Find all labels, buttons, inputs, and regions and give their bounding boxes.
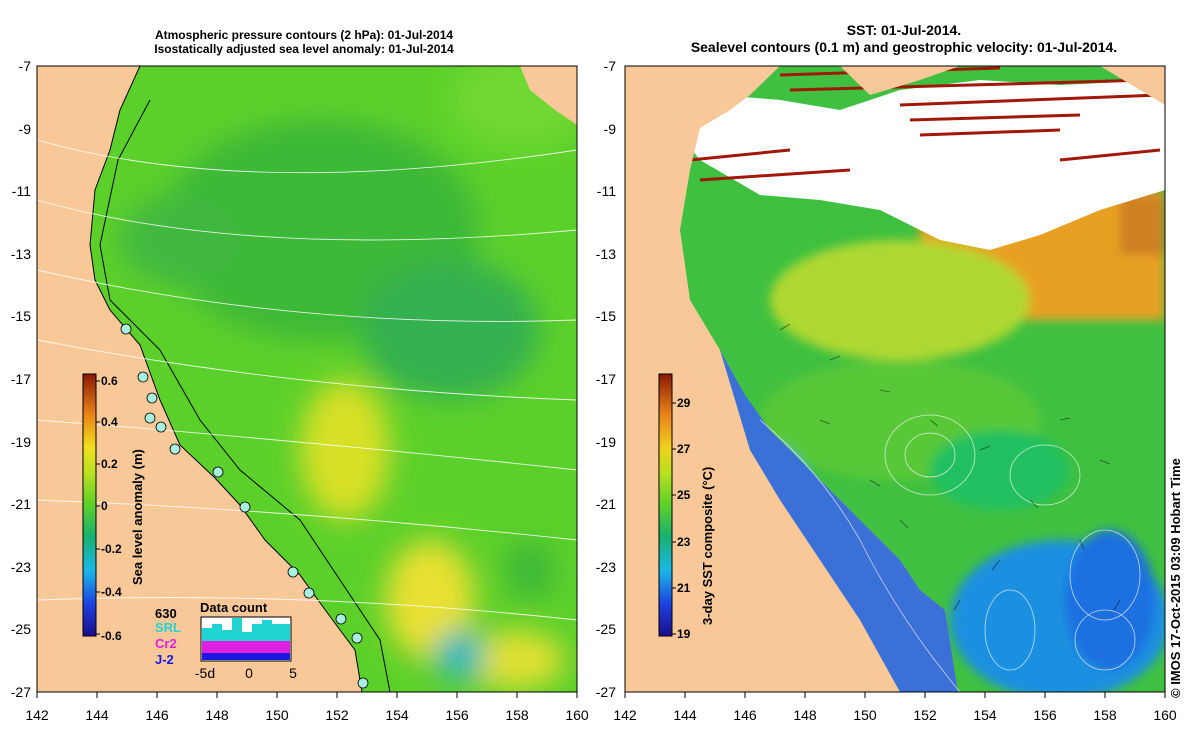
right-lon-tick: 142 [613,707,637,723]
right-lon-tick: 148 [793,707,817,723]
sst-cb-label: 3-day SST composite (°C) [700,467,715,625]
right-lon-tick: 152 [913,707,937,723]
left-lon-tick: 160 [565,707,589,723]
left-lon-tick: 142 [25,707,49,723]
left-lat-tick: -25 [11,621,31,637]
sla-cb-tick: 0.2 [101,457,118,471]
left-lat-tick: -11 [12,183,31,199]
png-land [520,66,577,125]
left-lon-tick: 146 [145,707,169,723]
sst-cb-tick: 19 [677,627,691,641]
sla-cb-tick: 0 [101,499,108,513]
axis-ticks [36,692,1166,698]
left-lat-tick: -13 [11,246,31,262]
left-lon-tick: 152 [325,707,349,723]
left-lat-tick: -17 [11,371,31,387]
left-lon-tick: 150 [265,707,289,723]
left-lat-labels: -7 -9 -11 -13 -15 -17 -19 -21 -23 -25 -2… [11,58,31,700]
left-lon-tick: 144 [85,707,109,723]
sla-map [37,66,577,692]
australia-land [37,66,362,692]
left-lat-tick: -19 [11,434,31,450]
left-lon-tick: 158 [505,707,529,723]
left-title-line1: Atmospheric pressure contours (2 hPa): 0… [154,28,454,42]
left-title: Atmospheric pressure contours (2 hPa): 0… [0,28,608,56]
sst-cb-tick: 25 [677,488,691,502]
velocity-arrows [779,323,1121,611]
tide-gauge-markers [120,323,369,689]
right-lat-tick: -15 [596,308,616,324]
right-title-line1: SST: 01-Jul-2014. [846,22,962,38]
left-lat-tick: -7 [19,58,32,74]
sst-colorbar: 29 27 25 23 21 19 3-day SST composite (°… [658,373,715,641]
data-count-bars [202,618,290,660]
left-lon-labels: 142 144 146 148 150 152 154 156 158 160 [25,707,589,723]
left-lat-tick: -27 [11,684,31,700]
right-lon-tick: 154 [973,707,997,723]
sla-cb-tick: -0.6 [101,629,122,643]
no-data-cloud [660,80,1165,250]
left-lat-tick: -9 [19,121,32,137]
right-lat-tick: -23 [596,559,616,575]
sat-cr2: Cr2 [155,636,177,651]
left-lon-tick: 148 [205,707,229,723]
sla-anomaly-field [120,66,577,690]
right-lat-labels: -7 -9 -11 -13 -15 -17 -19 -21 -23 -25 -2… [596,58,616,700]
right-lat-tick: -13 [596,246,616,262]
left-title-line2: Isostatically adjusted sea level anomaly… [154,42,454,56]
sla-cb-tick: 0.6 [101,374,118,388]
sat-j2: J-2 [155,652,174,667]
sla-cb-tick: 0.4 [101,415,118,429]
right-lat-tick: -11 [597,183,616,199]
data-count-title: Data count [200,600,268,615]
left-lon-tick: 156 [445,707,469,723]
sst-cb-tick: 23 [677,535,691,549]
sla-cb-tick: -0.4 [101,585,122,599]
sat-630: 630 [155,606,177,621]
right-lon-tick: 158 [1093,707,1117,723]
right-lat-tick: -21 [596,496,616,512]
swath-stripes [639,66,1161,182]
right-lat-tick: -19 [596,434,616,450]
right-lon-tick: 144 [673,707,697,723]
sla-cb-label: Sea level anomaly (m) [130,449,145,585]
left-lat-tick: -15 [11,308,31,324]
right-lon-tick: 150 [853,707,877,723]
right-lat-tick: -27 [596,684,616,700]
right-lat-tick: -25 [596,621,616,637]
right-title-line2: Sealevel contours (0.1 m) and geostrophi… [690,39,1118,55]
left-lat-tick: -21 [11,496,31,512]
legend-x-tick: 5 [289,665,297,681]
right-lon-tick: 160 [1153,707,1177,723]
right-title: SST: 01-Jul-2014. Sealevel contours (0.1… [608,22,1200,56]
right-lon-labels: 142 144 146 148 150 152 154 156 158 160 [613,707,1177,723]
data-count-legend: Data count 630 SRL Cr2 J-2 -5d 0 5 [155,600,297,681]
sla-colorbar: 0.6 0.4 0.2 0 -0.2 -0.4 -0.6 Sea level a… [82,373,145,643]
sst-cb-tick: 21 [677,581,691,595]
right-lon-tick: 146 [733,707,757,723]
sst-map [625,66,1165,692]
sst-cb-tick: 29 [677,396,691,410]
right-lat-tick: -7 [604,58,617,74]
right-lat-tick: -9 [604,121,617,137]
legend-x-tick: 0 [245,665,253,681]
right-lat-tick: -17 [596,371,616,387]
sat-srl: SRL [155,620,181,635]
sealevel-contours [759,414,1141,692]
sst-cb-tick: 27 [677,442,691,456]
left-lon-tick: 154 [385,707,409,723]
imos-credit: © IMOS 17-Oct-2015 03:09 Hobart Time [1168,458,1183,698]
right-lon-tick: 156 [1033,707,1057,723]
left-lat-tick: -23 [11,559,31,575]
legend-x-tick: -5d [195,665,215,681]
sla-cb-tick: -0.2 [101,542,122,556]
